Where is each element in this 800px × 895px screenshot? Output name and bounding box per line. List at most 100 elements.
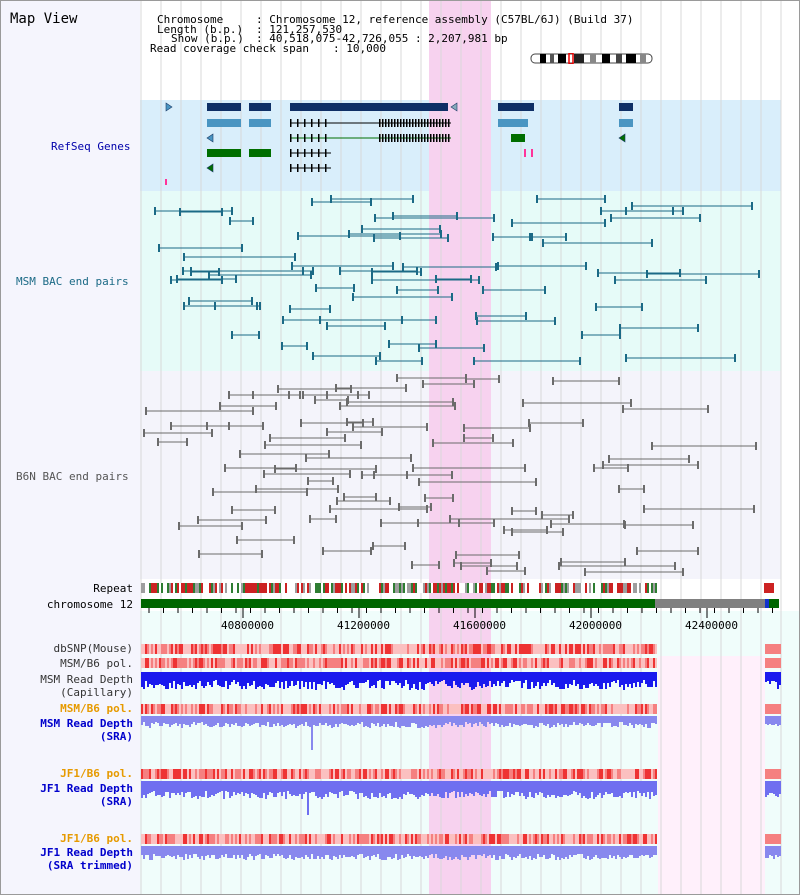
pol-stripe xyxy=(179,704,181,714)
depth-bar xyxy=(287,716,289,725)
gene-exon xyxy=(394,134,396,142)
repeat-element xyxy=(433,583,435,593)
pol-stripe xyxy=(351,834,353,844)
repeat-element xyxy=(445,583,447,593)
pol-stripe xyxy=(433,834,435,844)
pol-stripe xyxy=(243,644,245,654)
pol-stripe xyxy=(305,704,307,714)
depth-bar xyxy=(213,672,215,681)
pol-stripe xyxy=(493,658,495,668)
pol-stripe xyxy=(529,769,531,779)
depth-bar xyxy=(347,716,349,725)
depth-bar xyxy=(537,716,539,727)
b6n-bac-pair-end xyxy=(697,547,699,555)
depth-bar xyxy=(255,781,257,795)
depth-bar xyxy=(523,846,525,858)
depth-bar xyxy=(187,716,189,725)
depth-bar xyxy=(381,672,383,688)
repeat-element xyxy=(655,583,657,593)
depth-bar xyxy=(203,716,205,725)
depth-bar xyxy=(525,716,527,724)
pol-stripe xyxy=(483,658,485,668)
msm-bac-pair-end xyxy=(388,340,390,348)
depth-bar xyxy=(431,781,433,793)
b6n-bac-pair-end xyxy=(560,558,562,566)
pol-stripe xyxy=(561,658,563,668)
depth-bar xyxy=(479,781,481,795)
depth-bar xyxy=(497,846,499,860)
pol-stripe xyxy=(235,704,237,714)
chromosome-ideogram[interactable] xyxy=(530,53,653,64)
depth-bar xyxy=(409,781,411,794)
pol-stripe xyxy=(607,834,609,844)
depth-bar xyxy=(285,781,287,799)
depth-bar xyxy=(177,846,179,855)
pol-stripe xyxy=(357,644,359,654)
pol-stripe xyxy=(595,658,597,668)
pol-stripe xyxy=(261,644,263,654)
repeat-element xyxy=(579,583,581,593)
depth-bar xyxy=(287,846,289,858)
track-label-msm-bac[interactable]: MSM BAC end pairs xyxy=(16,275,129,288)
repeat-element xyxy=(497,583,499,593)
repeat-element xyxy=(567,583,569,593)
pol-stripe xyxy=(625,658,627,668)
pol-stripe xyxy=(399,834,401,844)
depth-bar xyxy=(651,846,653,857)
pol-stripe xyxy=(321,769,323,779)
b6n-bac-pair-end xyxy=(380,519,382,527)
pol-stripe xyxy=(505,769,507,779)
depth-bar xyxy=(365,672,367,682)
pol-stripe xyxy=(353,834,355,844)
track-label-refseq[interactable]: RefSeq Genes xyxy=(51,140,131,153)
track-label-b6n-bac[interactable]: B6N BAC end pairs xyxy=(16,470,129,483)
depth-bar xyxy=(321,672,323,685)
b6n-bac-pair-end xyxy=(262,422,264,430)
depth-bar xyxy=(433,716,435,725)
depth-bar xyxy=(489,716,491,724)
pol-stripe xyxy=(185,658,187,668)
msm-bac-pair-end xyxy=(402,263,404,271)
pol-stripe xyxy=(205,834,207,844)
repeat-element xyxy=(407,583,409,593)
pol-stripe xyxy=(619,644,621,654)
depth-bar xyxy=(247,781,249,794)
depth-bar xyxy=(221,716,223,727)
b6n-bac-pair-end xyxy=(349,470,351,478)
pol-stripe xyxy=(421,769,423,779)
depth-bar xyxy=(423,846,425,859)
pol-stripe xyxy=(471,704,473,714)
pol-stripe xyxy=(163,658,165,668)
pol-stripe xyxy=(581,769,583,779)
b6n-bac-pair-end xyxy=(568,515,570,523)
msm-bac-pair-end xyxy=(396,286,398,294)
depth-bar xyxy=(435,846,437,854)
pol-stripe xyxy=(279,769,281,779)
pol-stripe xyxy=(305,769,307,779)
depth-bar xyxy=(289,672,291,686)
pol-stripe xyxy=(485,834,487,844)
pol-stripe xyxy=(251,658,253,668)
pol-stripe xyxy=(149,769,151,779)
depth-bar xyxy=(369,846,371,860)
depth-bar xyxy=(271,716,273,727)
lower-label-msm-pol-2: MSM/B6 pol. xyxy=(60,702,133,715)
pol-stripe xyxy=(779,644,781,654)
pol-stripe xyxy=(591,704,593,714)
depth-bar xyxy=(775,672,777,682)
depth-bar xyxy=(153,846,155,854)
pol-stripe xyxy=(235,658,237,668)
b6n-bac-pair-end xyxy=(552,377,554,385)
repeat-element xyxy=(277,583,279,593)
depth-bar xyxy=(589,781,591,798)
depth-bar xyxy=(583,716,585,726)
pol-stripe xyxy=(167,658,169,668)
chromosome-value: : Chromosome 12, reference assembly (C57… xyxy=(256,13,634,26)
depth-bar xyxy=(209,846,211,858)
gene-exon xyxy=(311,164,313,172)
pol-stripe xyxy=(223,704,225,714)
depth-bar xyxy=(623,781,625,793)
pol-stripe xyxy=(191,658,193,668)
pol-stripe xyxy=(433,704,435,714)
